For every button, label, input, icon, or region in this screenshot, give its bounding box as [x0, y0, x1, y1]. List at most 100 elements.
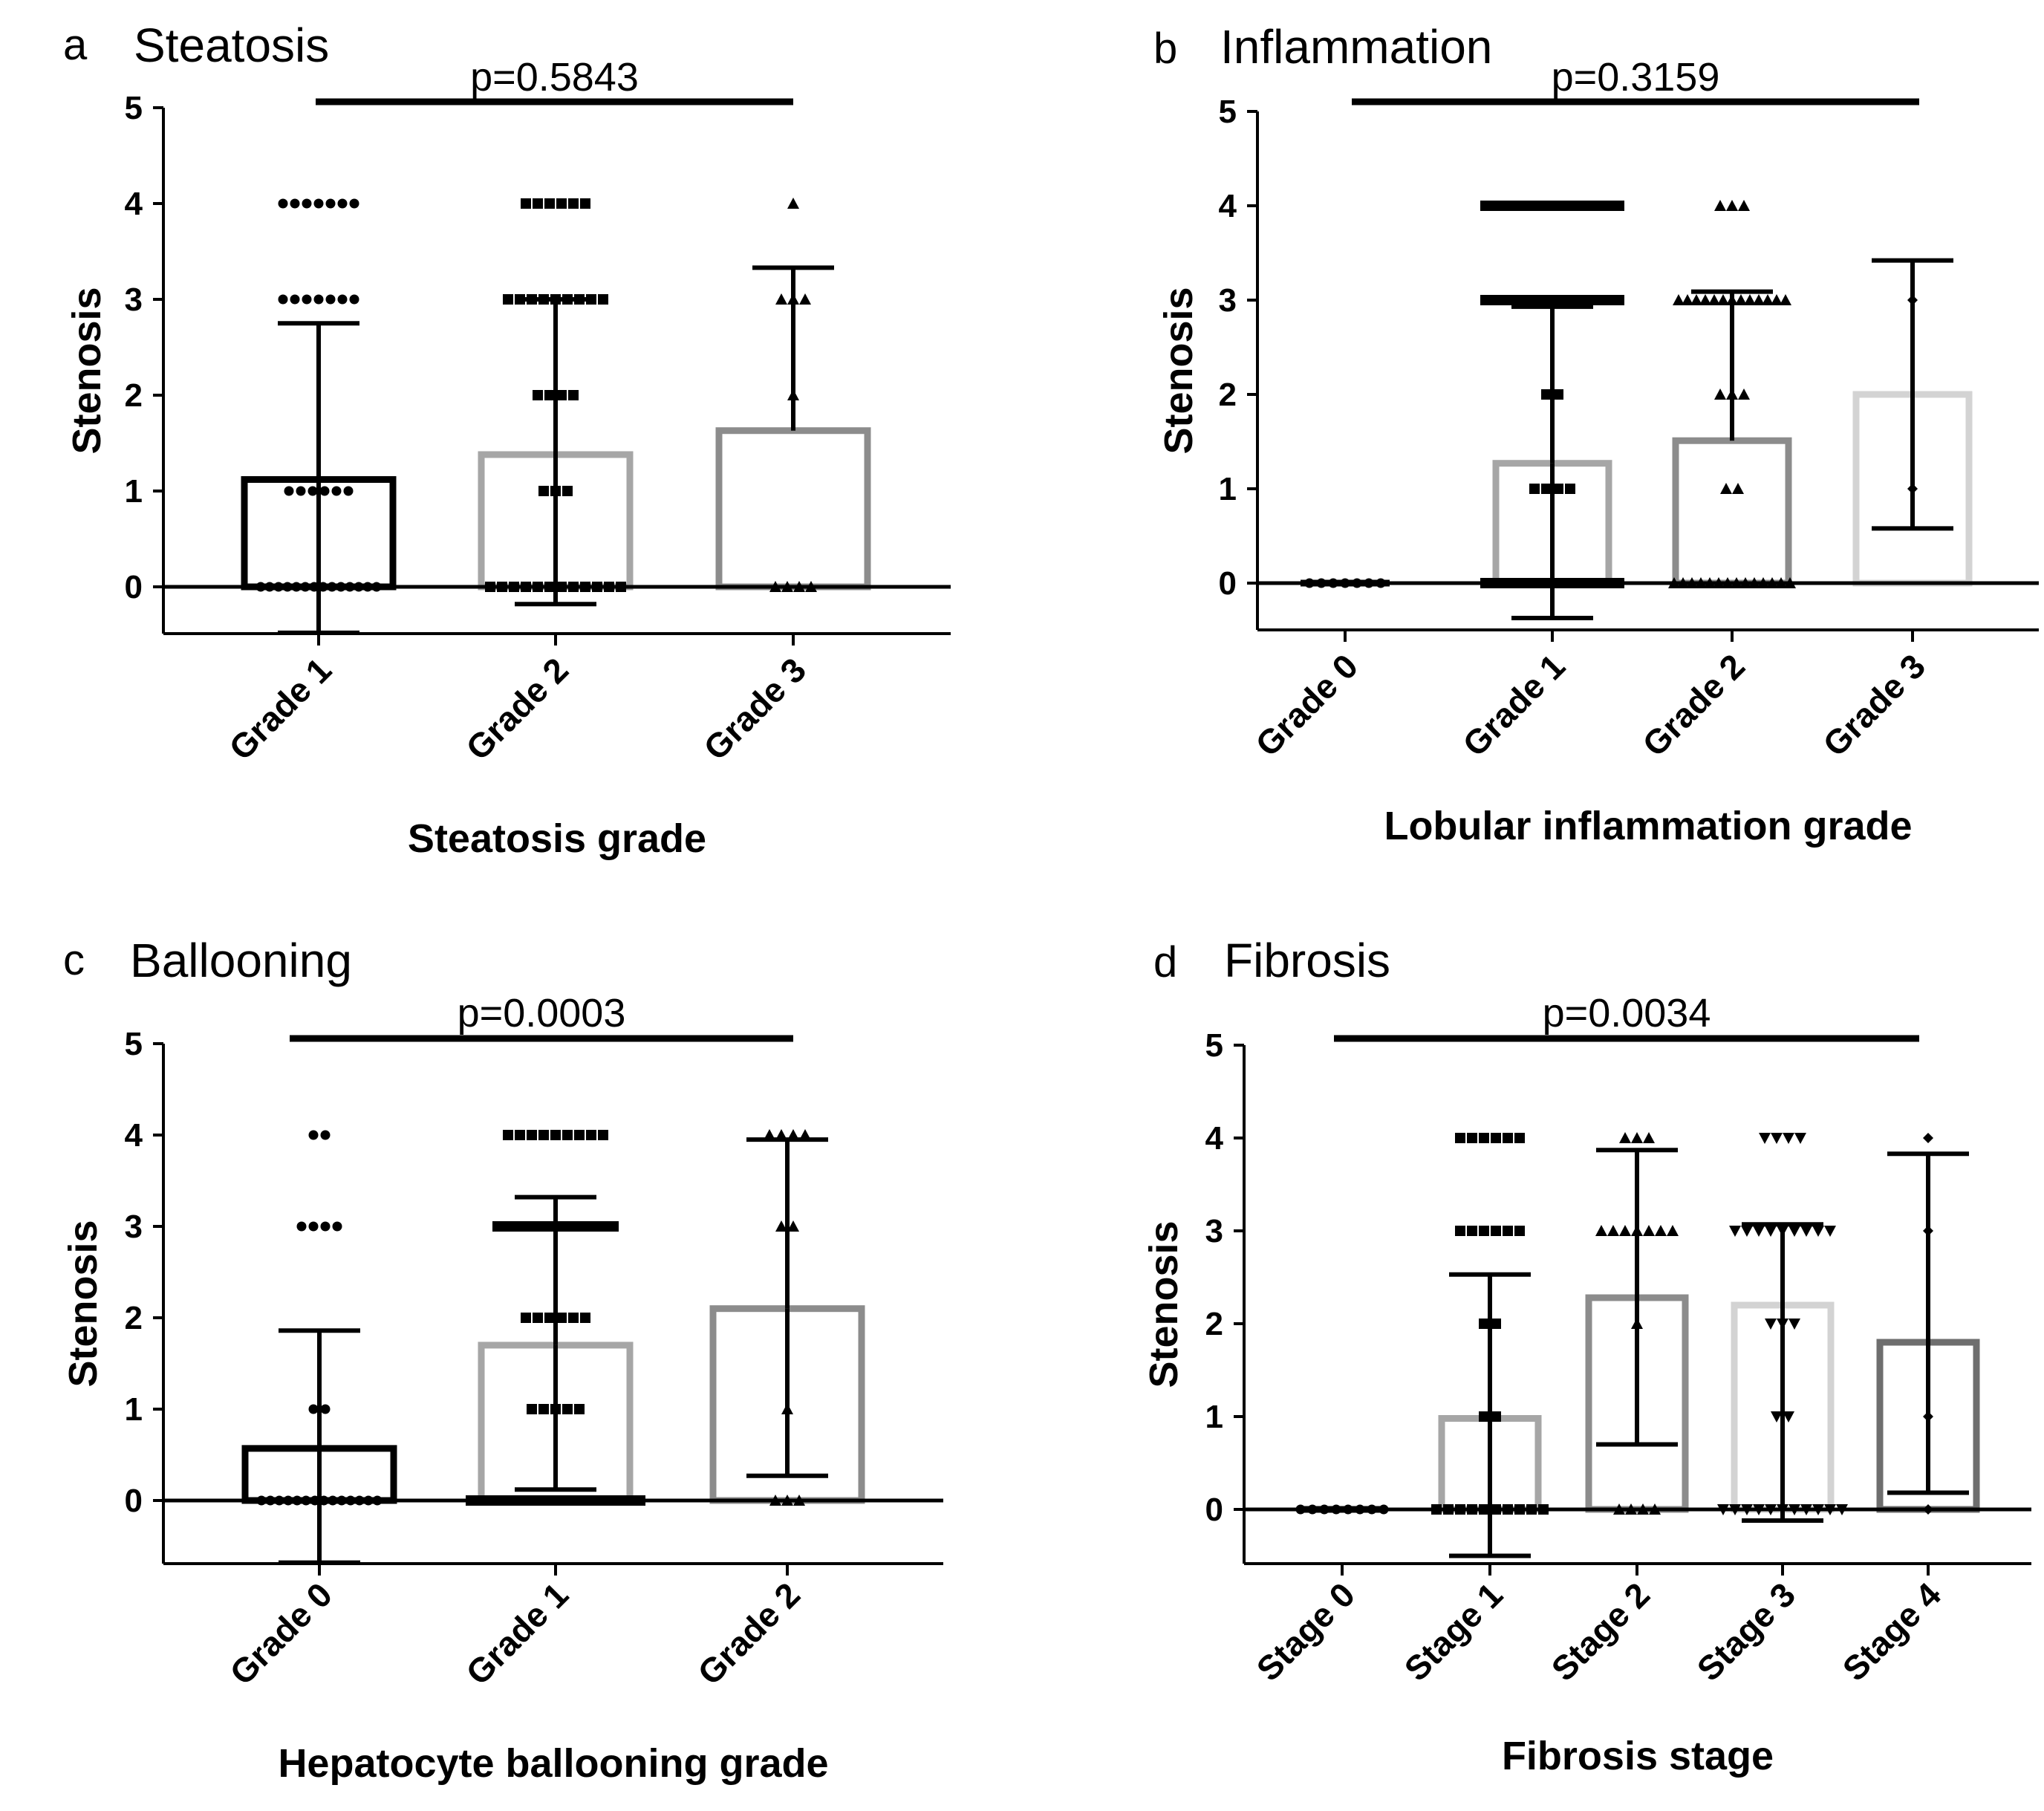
- data-point: [515, 1130, 525, 1140]
- data-point: [349, 294, 359, 305]
- data-point: [363, 1495, 374, 1506]
- data-point: [521, 198, 531, 209]
- data-point: [781, 581, 793, 592]
- data-point: [1753, 1226, 1765, 1237]
- data-point: [1708, 294, 1720, 305]
- data-point: [1578, 295, 1589, 305]
- data-point: [537, 1221, 547, 1232]
- data-point: [1364, 578, 1374, 588]
- data-point: [1788, 1504, 1800, 1515]
- data-point: [1765, 1319, 1777, 1330]
- data-point: [580, 198, 590, 209]
- data-point: [1673, 294, 1685, 305]
- bar-grade-3: [715, 427, 871, 591]
- data-point: [354, 582, 364, 592]
- data-point: [562, 1130, 573, 1140]
- panel-c: c Ballooning p=0.0003 0 1 2 3 4 5 Stenosis Grade 0…: [61, 934, 943, 1786]
- data-point: [1741, 1504, 1753, 1515]
- data-point: [1614, 201, 1624, 211]
- data-point: [1748, 577, 1760, 588]
- data-point: [1514, 1133, 1525, 1143]
- data-point: [805, 581, 817, 592]
- data-point: [1514, 1504, 1525, 1515]
- data-point: [564, 1221, 574, 1232]
- data-point: [781, 1495, 793, 1506]
- data-point: [337, 198, 348, 209]
- data-point: [793, 1495, 805, 1506]
- data-point: [1812, 1226, 1824, 1237]
- panel-letter: d: [1153, 938, 1177, 986]
- data-point: [1775, 577, 1787, 588]
- data-point: [1491, 1504, 1501, 1515]
- data-point: [1738, 200, 1750, 211]
- data-point: [1771, 294, 1783, 305]
- data-point: [362, 582, 373, 592]
- x-tick-label: Grade 0: [1248, 646, 1365, 764]
- data-point: [300, 582, 310, 592]
- panel-letter: c: [63, 936, 85, 984]
- data-point: [1516, 201, 1526, 211]
- data-point: [1534, 201, 1544, 211]
- data-point: [1595, 1225, 1607, 1236]
- data-point: [1614, 295, 1624, 305]
- data-point: [568, 1313, 579, 1323]
- data-point: [325, 294, 336, 305]
- x-tick-label: Stage 4: [1835, 1575, 1949, 1688]
- data-point: [1744, 294, 1756, 305]
- data-point: [599, 1495, 610, 1506]
- y-tick-label: 5: [125, 90, 143, 126]
- data-point: [527, 1130, 537, 1140]
- data-point: [1503, 1226, 1513, 1236]
- data-point: [466, 1495, 476, 1506]
- data-point: [1479, 1133, 1489, 1143]
- data-point: [1587, 201, 1598, 211]
- data-point: [580, 582, 590, 592]
- data-point: [1560, 578, 1571, 588]
- data-point: [336, 582, 346, 592]
- data-point: [616, 582, 626, 592]
- data-point: [1923, 1133, 1933, 1143]
- y-tick-label: 3: [125, 282, 143, 318]
- data-point: [1784, 577, 1796, 588]
- data-point: [1596, 201, 1607, 211]
- data-point: [1560, 201, 1571, 211]
- x-axis-label: Hepatocyte ballooning grade: [278, 1741, 828, 1786]
- data-point: [1541, 389, 1552, 400]
- data-point: [1731, 577, 1742, 588]
- data-point: [519, 1495, 530, 1506]
- data-point: [799, 293, 811, 305]
- data-point: [301, 1495, 311, 1506]
- data-point: [1328, 578, 1338, 588]
- x-tick-label: Grade 2: [1635, 646, 1752, 764]
- data-point: [343, 486, 354, 496]
- data-point: [296, 486, 306, 496]
- data-point: [533, 1313, 543, 1323]
- y-tick-label: 4: [125, 1117, 143, 1154]
- data-point: [1668, 577, 1680, 588]
- data-point: [1713, 577, 1725, 588]
- data-point: [1553, 484, 1563, 494]
- y-tick-label: 1: [1219, 471, 1237, 507]
- data-point: [604, 582, 614, 592]
- data-point: [1379, 1504, 1389, 1515]
- data-point: [371, 582, 382, 592]
- data-point: [562, 486, 573, 496]
- x-tick-label: Grade 1: [458, 1575, 576, 1692]
- data-point: [320, 1221, 331, 1232]
- data-point: [537, 1495, 547, 1506]
- data-point: [327, 582, 337, 592]
- data-point: [1569, 295, 1580, 305]
- data-point: [1543, 201, 1553, 211]
- data-point: [556, 198, 567, 209]
- data-point: [1605, 295, 1615, 305]
- data-point: [308, 1221, 319, 1232]
- data-point: [1726, 200, 1738, 211]
- data-point: [1812, 1504, 1824, 1515]
- data-point: [1643, 1225, 1655, 1236]
- x-axis-label: Fibrosis stage: [1502, 1734, 1774, 1778]
- data-point: [319, 486, 330, 496]
- data-point: [1788, 1226, 1800, 1237]
- x-tick-label: Stage 3: [1690, 1575, 1803, 1688]
- panel-title: Steatosis: [134, 19, 329, 72]
- data-point: [1762, 294, 1774, 305]
